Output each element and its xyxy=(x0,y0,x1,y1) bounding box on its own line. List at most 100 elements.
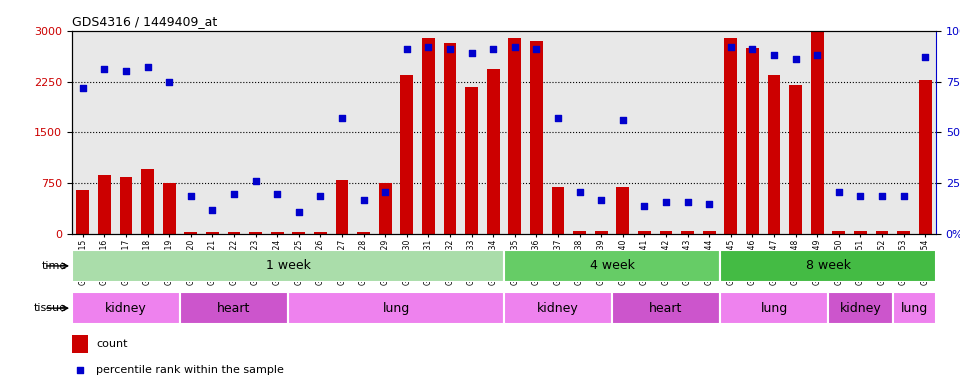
Bar xyxy=(551,187,564,234)
Point xyxy=(399,46,415,52)
Text: lung: lung xyxy=(382,302,410,314)
Bar xyxy=(720,250,936,282)
Point xyxy=(183,192,199,199)
Bar xyxy=(828,292,893,324)
Point xyxy=(918,54,933,60)
Point xyxy=(75,84,90,91)
Point xyxy=(291,209,306,215)
Text: tissue: tissue xyxy=(35,303,67,313)
Point xyxy=(464,50,479,56)
Bar xyxy=(72,335,87,353)
Bar xyxy=(810,31,824,234)
Bar xyxy=(72,250,504,282)
Text: time: time xyxy=(42,261,67,271)
Point xyxy=(723,44,738,50)
Bar xyxy=(357,232,370,234)
Bar xyxy=(314,232,326,234)
Point xyxy=(97,66,112,73)
Point xyxy=(593,197,609,203)
Point xyxy=(140,64,156,70)
Bar xyxy=(444,43,457,234)
Bar xyxy=(206,232,219,234)
Point xyxy=(529,46,544,52)
Point xyxy=(896,192,911,199)
Text: GDS4316 / 1449409_at: GDS4316 / 1449409_at xyxy=(72,15,217,28)
Bar xyxy=(637,231,651,234)
Point xyxy=(270,190,285,197)
Point xyxy=(831,189,847,195)
Bar xyxy=(119,177,132,234)
Bar xyxy=(573,231,586,234)
Point xyxy=(377,189,393,195)
Text: 8 week: 8 week xyxy=(805,260,851,272)
Bar xyxy=(400,75,413,234)
Point xyxy=(745,46,760,52)
Text: heart: heart xyxy=(649,302,683,314)
Bar xyxy=(98,175,110,234)
Point xyxy=(313,192,328,199)
Point xyxy=(486,46,501,52)
Point xyxy=(572,189,588,195)
Bar xyxy=(768,75,780,234)
Point xyxy=(680,199,695,205)
Point xyxy=(118,68,133,74)
Bar xyxy=(422,38,435,234)
Bar xyxy=(660,231,672,234)
Text: 1 week: 1 week xyxy=(266,260,310,272)
Bar xyxy=(724,38,737,234)
Bar xyxy=(465,87,478,234)
Bar xyxy=(832,231,846,234)
Bar xyxy=(919,79,931,234)
Point xyxy=(161,79,177,85)
Bar xyxy=(703,231,716,234)
Bar xyxy=(163,184,176,234)
Text: count: count xyxy=(96,339,128,349)
Point xyxy=(615,117,631,123)
Bar xyxy=(854,231,867,234)
Bar xyxy=(141,169,154,234)
Bar xyxy=(876,231,889,234)
Bar xyxy=(595,231,608,234)
Bar xyxy=(612,292,720,324)
Bar xyxy=(720,292,828,324)
Bar xyxy=(378,184,392,234)
Bar xyxy=(180,292,288,324)
Point xyxy=(875,192,890,199)
Point xyxy=(248,178,263,184)
Text: kidney: kidney xyxy=(106,302,147,314)
Bar xyxy=(76,190,89,234)
Bar xyxy=(509,38,521,234)
Text: heart: heart xyxy=(217,302,251,314)
Point xyxy=(420,44,436,50)
Point xyxy=(809,52,825,58)
Text: kidney: kidney xyxy=(840,302,881,314)
Bar xyxy=(250,232,262,234)
Bar xyxy=(504,250,720,282)
Bar xyxy=(746,48,758,234)
Point xyxy=(334,115,349,121)
Point xyxy=(636,203,652,209)
Bar xyxy=(292,232,305,234)
Bar xyxy=(530,41,543,234)
Bar xyxy=(228,232,240,234)
Bar xyxy=(336,180,348,234)
Text: kidney: kidney xyxy=(538,302,579,314)
Point xyxy=(766,52,781,58)
Bar xyxy=(184,232,197,234)
Point xyxy=(227,190,242,197)
Bar xyxy=(682,231,694,234)
Bar xyxy=(72,292,180,324)
Bar xyxy=(504,292,612,324)
Bar xyxy=(288,292,504,324)
Point xyxy=(659,199,674,205)
Bar xyxy=(616,187,630,234)
Point xyxy=(356,197,372,203)
Text: lung: lung xyxy=(760,302,787,314)
Point xyxy=(72,367,87,373)
Point xyxy=(702,201,717,207)
Bar xyxy=(893,292,936,324)
Text: 4 week: 4 week xyxy=(589,260,635,272)
Bar xyxy=(898,231,910,234)
Text: lung: lung xyxy=(900,302,928,314)
Point xyxy=(204,207,220,213)
